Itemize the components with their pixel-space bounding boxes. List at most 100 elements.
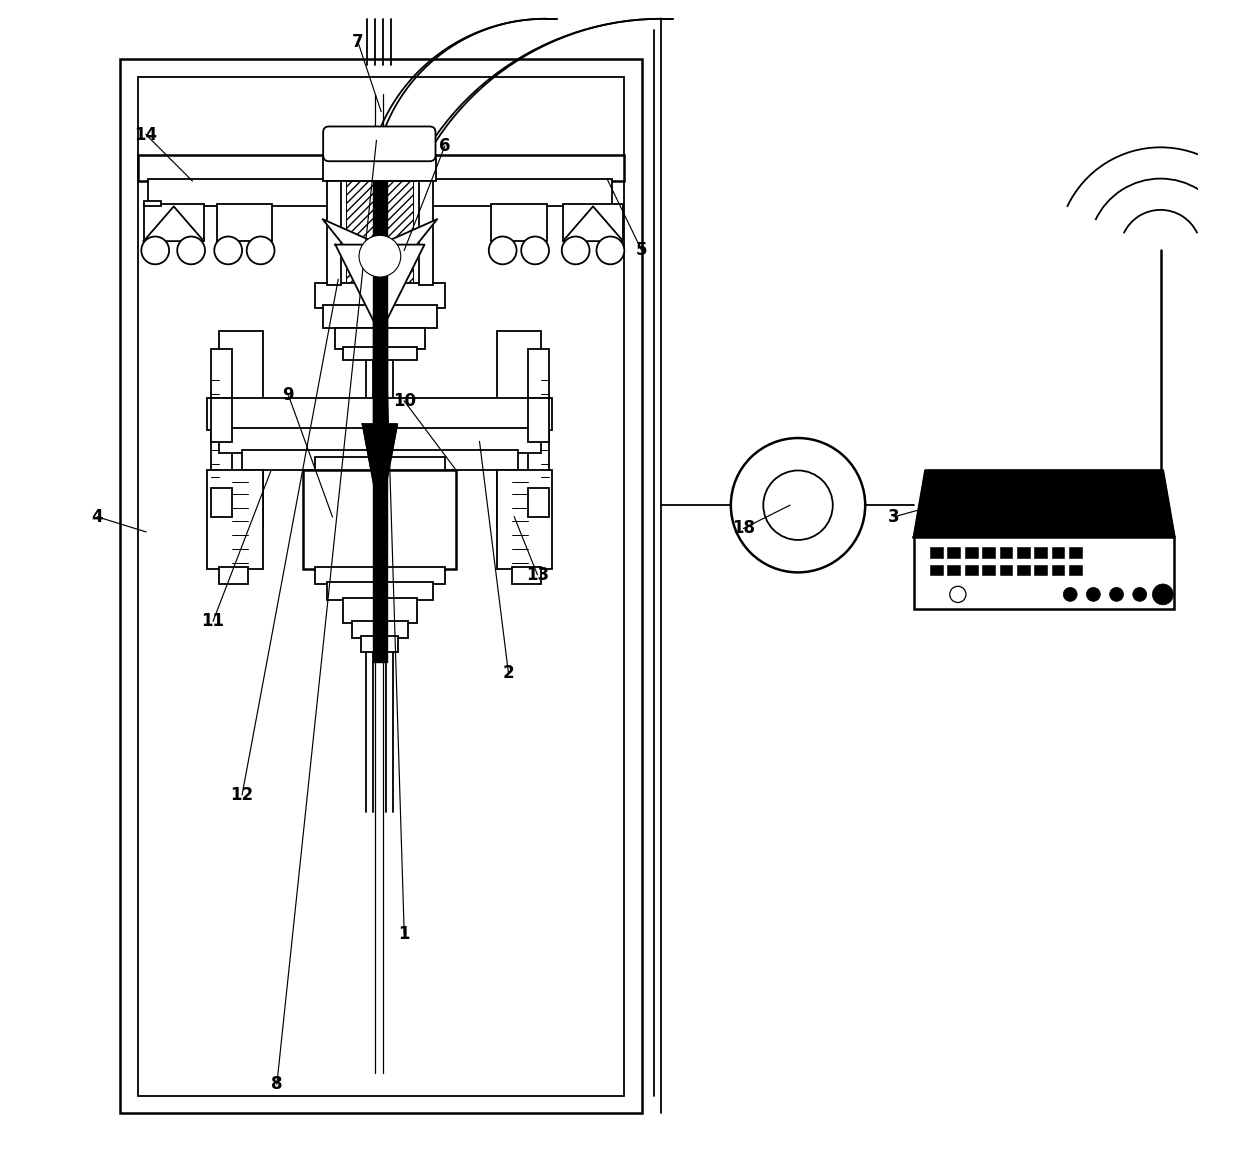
Bar <box>1017 564 1029 576</box>
Polygon shape <box>362 424 397 517</box>
Bar <box>315 283 445 309</box>
Bar <box>982 547 995 558</box>
Bar <box>512 567 541 584</box>
Bar <box>323 156 435 181</box>
Text: 10: 10 <box>392 392 416 410</box>
Bar <box>303 470 456 569</box>
Polygon shape <box>914 470 1174 538</box>
Text: 14: 14 <box>135 125 157 144</box>
Bar <box>228 526 256 542</box>
Bar <box>503 526 533 542</box>
Bar <box>999 564 1012 576</box>
Circle shape <box>1133 587 1147 601</box>
Bar <box>930 564 943 576</box>
Bar <box>353 621 408 639</box>
Bar <box>327 181 340 286</box>
Bar <box>329 142 429 156</box>
Bar <box>208 397 553 430</box>
Bar <box>315 456 445 470</box>
Circle shape <box>1086 587 1101 601</box>
Bar <box>327 582 433 600</box>
Circle shape <box>1064 587 1077 601</box>
Bar <box>1069 547 1082 558</box>
FancyBboxPatch shape <box>323 127 435 161</box>
Bar <box>210 397 231 441</box>
Polygon shape <box>563 207 623 241</box>
Bar <box>343 598 417 623</box>
Bar <box>491 204 547 241</box>
Circle shape <box>359 236 401 277</box>
Bar <box>1069 564 1082 576</box>
Bar <box>982 564 995 576</box>
Bar <box>143 204 204 241</box>
Circle shape <box>596 237 625 265</box>
Circle shape <box>214 237 242 265</box>
Bar <box>210 348 231 499</box>
Text: 18: 18 <box>732 519 755 538</box>
Circle shape <box>489 237 517 265</box>
Bar <box>1034 547 1047 558</box>
Bar <box>497 332 541 517</box>
Bar <box>343 346 417 360</box>
Circle shape <box>562 237 590 265</box>
Circle shape <box>141 237 169 265</box>
Bar <box>219 567 247 584</box>
Text: 8: 8 <box>271 1075 282 1094</box>
Bar <box>137 156 625 181</box>
Circle shape <box>246 237 275 265</box>
Bar <box>338 181 422 286</box>
Bar <box>965 547 977 558</box>
Polygon shape <box>374 181 387 662</box>
Text: 12: 12 <box>230 786 254 803</box>
Bar <box>210 488 231 517</box>
Bar <box>208 470 263 569</box>
Bar <box>315 567 445 584</box>
Bar <box>1034 564 1047 576</box>
Bar <box>361 636 398 652</box>
Circle shape <box>950 586 966 603</box>
Text: 5: 5 <box>636 241 647 259</box>
Bar <box>948 547 960 558</box>
Polygon shape <box>323 219 380 264</box>
Bar <box>528 488 549 517</box>
Circle shape <box>1110 587 1123 601</box>
Bar <box>335 329 426 348</box>
Text: 11: 11 <box>202 612 225 630</box>
Text: 4: 4 <box>92 507 103 526</box>
Bar <box>346 181 413 286</box>
Bar <box>219 332 263 517</box>
Bar <box>1051 564 1064 576</box>
Text: 7: 7 <box>353 33 364 51</box>
Bar <box>219 427 541 453</box>
Polygon shape <box>143 207 204 241</box>
Bar <box>563 204 623 241</box>
Text: 2: 2 <box>502 664 515 683</box>
Bar <box>219 514 263 528</box>
Bar <box>419 181 433 286</box>
Bar <box>323 305 437 329</box>
Text: 9: 9 <box>282 387 294 404</box>
Bar <box>497 470 553 569</box>
Circle shape <box>731 438 865 572</box>
Bar <box>1051 547 1064 558</box>
Bar <box>120 59 642 1113</box>
Circle shape <box>521 237 549 265</box>
Bar <box>914 538 1174 610</box>
Polygon shape <box>380 219 437 264</box>
Bar <box>497 514 541 528</box>
Bar <box>216 204 272 241</box>
Circle shape <box>177 237 205 265</box>
Bar <box>948 564 960 576</box>
Bar <box>528 348 549 499</box>
Bar <box>148 179 611 207</box>
Text: 13: 13 <box>526 565 549 584</box>
Bar <box>528 397 549 441</box>
Bar <box>1017 547 1029 558</box>
Bar <box>930 547 943 558</box>
Circle shape <box>763 470 833 540</box>
Text: 6: 6 <box>439 137 450 156</box>
Bar <box>137 77 625 1096</box>
Bar <box>143 201 161 207</box>
Bar <box>999 547 1012 558</box>
Text: 3: 3 <box>888 507 901 526</box>
